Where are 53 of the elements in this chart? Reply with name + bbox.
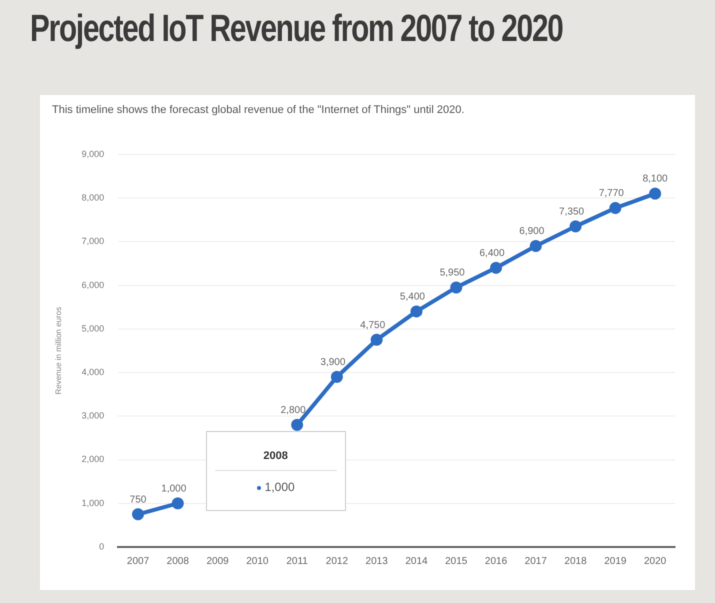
x-tick-label: 2020 [644, 556, 667, 567]
x-tick-label: 2007 [126, 556, 150, 567]
annotation: 1,000 [161, 483, 187, 494]
text: 8,100 [642, 174, 668, 185]
point [450, 281, 462, 294]
text: 5,400 [400, 291, 425, 302]
x-tick-label: 2008 [166, 556, 190, 567]
y-tick-label: 1,000 [82, 498, 104, 508]
text: 4,750 [360, 320, 386, 331]
point [530, 240, 542, 252]
point [172, 497, 184, 510]
text: 2,800 [280, 404, 306, 416]
x-tick-label: 2009 [206, 556, 230, 567]
tooltip-panel: 2008 1,000 [206, 431, 346, 512]
y-axis-title: Revenue in million euros [54, 306, 64, 395]
text: 6,400 [479, 248, 505, 259]
y-tick-label: 5,000 [82, 323, 104, 334]
y-tick-label: 0 [99, 541, 104, 552]
point [291, 418, 304, 431]
y-tick-label: 3,000 [82, 410, 104, 421]
text: 5,950 [440, 267, 465, 278]
point [570, 220, 582, 232]
x-tick-label: 2018 [564, 556, 588, 567]
y-tick-label: 9,000 [82, 148, 104, 159]
annotation: 2008 [214, 450, 337, 472]
point [330, 370, 343, 383]
x-tick-label: 2015 [445, 556, 468, 567]
y-tick-label: 8,000 [82, 192, 104, 203]
point [370, 334, 383, 346]
chart-title: Projected IoT Revenue from 2007 to 2020 [30, 8, 563, 51]
point [609, 202, 622, 214]
text: 7,770 [598, 188, 624, 200]
point [132, 508, 144, 520]
text: 3,900 [320, 356, 346, 368]
point [410, 305, 422, 318]
y-tick-label: 7,000 [82, 236, 104, 246]
x-tick-label: 2013 [366, 556, 388, 567]
x-tick-label: 2012 [326, 556, 348, 567]
x-tick-label: 2014 [405, 556, 428, 567]
y-tick-label: 4,000 [82, 366, 104, 377]
x-tick-label: 2011 [286, 556, 308, 567]
x-tick-label: 2019 [604, 556, 627, 567]
x-tick-label: 2010 [246, 556, 269, 567]
y-tick-label: 6,000 [82, 280, 104, 290]
chart-subtitle: This timeline shows the forecast global revenue of the "Internet of Things" until 2020. [52, 104, 464, 116]
text: 7,350 [559, 206, 584, 218]
y-tick-label: 2,000 [82, 454, 104, 464]
x-tick-label: 2016 [484, 556, 508, 567]
text: 6,900 [519, 226, 544, 238]
point [649, 188, 662, 200]
point [490, 262, 502, 274]
x-tick-label: 2017 [524, 556, 548, 567]
text: 750 [130, 494, 146, 506]
